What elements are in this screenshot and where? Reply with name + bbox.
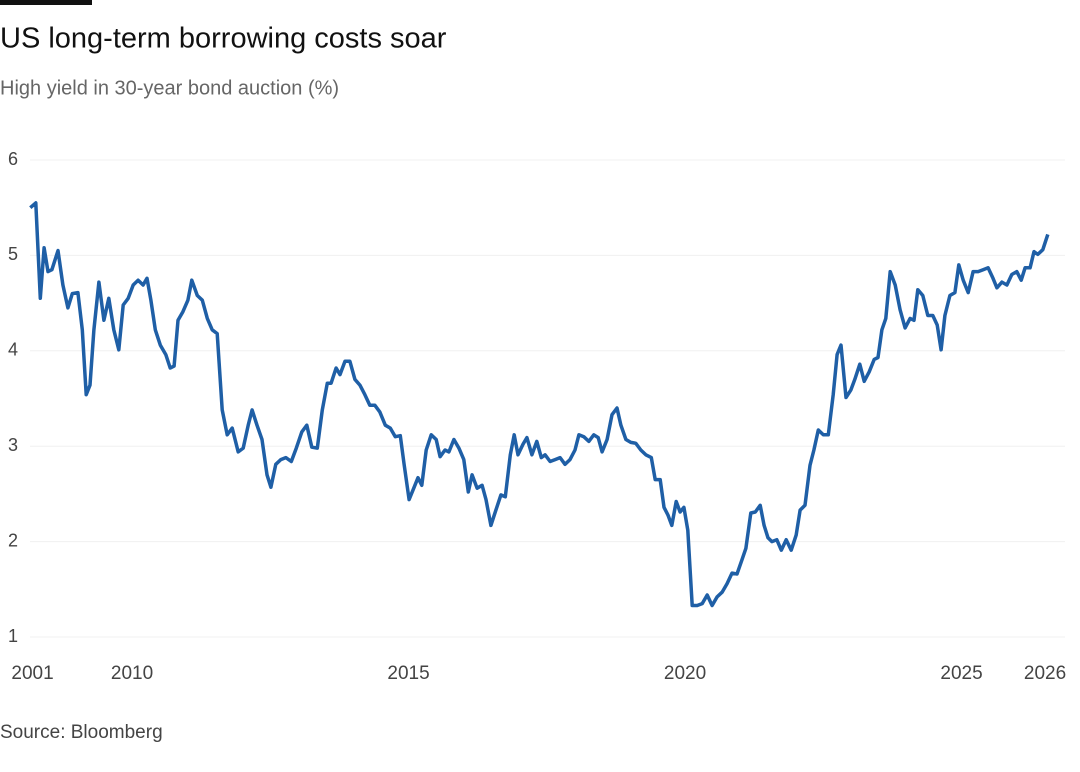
- y-tick-label: 2: [8, 530, 18, 550]
- y-tick-label: 6: [8, 149, 18, 169]
- y-tick-label: 1: [8, 626, 18, 646]
- data-line: [29, 201, 1050, 608]
- x-tick-label: 2015: [387, 663, 429, 684]
- brand-bar: [0, 0, 92, 5]
- x-tick-label: 2001: [11, 663, 53, 684]
- chart-subtitle: High yield in 30-year bond auction (%): [0, 77, 339, 99]
- x-tick-label: 2026: [1024, 663, 1066, 684]
- source-note: Source: Bloomberg: [0, 722, 163, 743]
- x-tick-label: 2025: [940, 663, 982, 684]
- y-tick-label: 5: [8, 244, 18, 264]
- x-tick-label: 2020: [664, 663, 706, 684]
- y-tick-label: 4: [8, 340, 18, 360]
- y-tick-label: 3: [8, 435, 18, 455]
- x-tick-label: 2010: [111, 663, 153, 684]
- chart-title: US long-term borrowing costs soar: [0, 23, 447, 55]
